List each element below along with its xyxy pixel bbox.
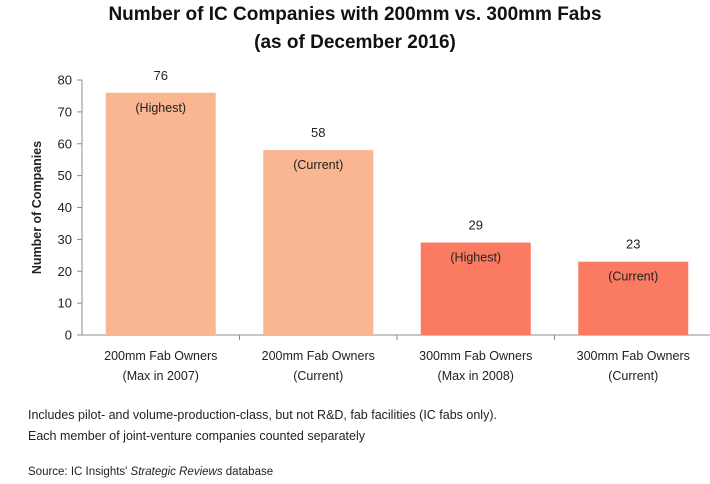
y-tick-label: 0 <box>65 328 72 343</box>
source-suffix: database <box>222 466 274 478</box>
value-label: 58 <box>311 125 325 140</box>
value-label: 23 <box>626 237 640 252</box>
chart-title: Number of IC Companies with 200mm vs. 30… <box>108 4 602 25</box>
bar <box>105 92 216 335</box>
category-label-line2: (Current) <box>608 369 658 383</box>
bar-annotation: (Highest) <box>135 101 186 115</box>
source-italic: Strategic Reviews <box>130 466 223 478</box>
y-axis-title: Number of Companies <box>30 141 44 274</box>
footnote-1: Includes pilot- and volume-production-cl… <box>28 408 497 422</box>
y-tick-label: 40 <box>58 200 72 215</box>
y-tick-label: 60 <box>58 136 72 151</box>
footnote-2: Each member of joint-venture companies c… <box>28 429 365 443</box>
bar <box>578 261 689 335</box>
bar <box>420 242 531 335</box>
category-label-line2: (Max in 2007) <box>123 369 199 383</box>
bar-annotation: (Current) <box>608 270 658 284</box>
category-label-line1: 200mm Fab Owners <box>104 349 217 363</box>
category-label-line1: 200mm Fab Owners <box>262 349 375 363</box>
chart-subtitle: (as of December 2016) <box>254 32 456 53</box>
category-label-line1: 300mm Fab Owners <box>419 349 532 363</box>
bar-annotation: (Current) <box>293 158 343 172</box>
category-label-line2: (Max in 2008) <box>438 369 514 383</box>
y-tick-label: 80 <box>58 73 72 88</box>
y-tick-label: 50 <box>58 168 72 183</box>
y-tick-label: 10 <box>58 296 72 311</box>
value-label: 76 <box>154 68 168 83</box>
y-tick-label: 30 <box>58 232 72 247</box>
y-tick-label: 70 <box>58 104 72 119</box>
bar-annotation: (Highest) <box>450 251 501 265</box>
bar-chart: 0 10 20 30 40 50 60 70 80 Number of Companies 76 (H… <box>30 68 710 383</box>
category-label-line1: 300mm Fab Owners <box>577 349 690 363</box>
y-tick-label: 20 <box>58 264 72 279</box>
source-prefix: Source: IC Insights' <box>28 466 131 478</box>
bar <box>263 150 374 335</box>
category-label-line2: (Current) <box>293 369 343 383</box>
source-note: Source: IC Insights' Strategic Reviews d… <box>28 466 273 478</box>
value-label: 29 <box>469 218 483 233</box>
